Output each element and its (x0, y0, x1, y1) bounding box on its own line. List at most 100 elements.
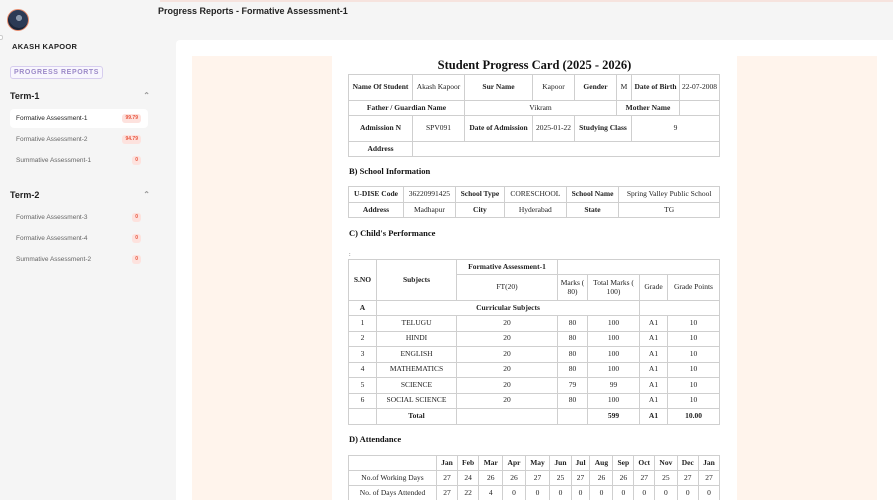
score-badge: 0 (132, 255, 141, 264)
month-header: Jan (436, 455, 458, 471)
cell: 36220991425 (402, 186, 456, 203)
cell: Date of Birth (631, 74, 680, 101)
cell: 6 (348, 392, 377, 409)
cell: 0 (502, 485, 526, 500)
table-row: 4 MATHEMATICS 20 80 100 A1 10 (348, 361, 720, 378)
table-row: 2 HINDI 20 80 100 A1 10 (348, 330, 720, 347)
section-heading: D) Attendance (349, 434, 402, 444)
cell: 27 (633, 470, 656, 486)
cell: 26 (502, 470, 526, 486)
cell: 10 (667, 330, 720, 347)
cell: 26 (478, 470, 504, 486)
cell: A1 (639, 315, 668, 332)
avatar[interactable] (7, 9, 29, 31)
cell: Sur Name (464, 74, 533, 101)
cell: A1 (639, 408, 668, 425)
score-badge: 94.79 (122, 135, 141, 144)
cell: 20 (456, 330, 558, 347)
cell: 27 (570, 470, 591, 486)
month-header: Jul (570, 455, 591, 471)
cell (412, 141, 720, 157)
cell: 0 (549, 485, 572, 500)
nav-label: Formative Assessment-1 (16, 115, 88, 122)
score-badge: 0 (132, 213, 141, 222)
cell: Marks ( 80) (557, 274, 588, 301)
cell: Vikram (464, 100, 617, 116)
month-header: Oct (633, 455, 656, 471)
cell: 80 (557, 315, 588, 332)
month-header: Jun (549, 455, 572, 471)
cell: 0 (676, 485, 700, 500)
sidebar-item-formative-assessment-2[interactable]: Formative Assessment-2 94.79 (10, 130, 148, 149)
cell: 3 (348, 346, 377, 363)
cell: Formative Assessment-1 (456, 259, 558, 275)
month-header: Sep (612, 455, 635, 471)
cell: 100 (587, 330, 640, 347)
cell: 100 (587, 315, 640, 332)
row-label: No.of Working Days (348, 470, 437, 486)
term-label: Term-1 (10, 91, 40, 101)
cell: 2 (348, 330, 377, 347)
nav-label: Formative Assessment-3 (16, 214, 88, 221)
cell: 20 (456, 346, 558, 363)
cell: A (348, 300, 377, 316)
sidebar-item-formative-assessment-3[interactable]: Formative Assessment-3 0 (10, 208, 148, 227)
cell: 26 (589, 470, 614, 486)
top-border (0, 0, 893, 2)
chevron-up-icon[interactable]: ⌃ (143, 190, 150, 199)
sidebar-collapse-handle[interactable] (0, 35, 3, 40)
month-header: May (524, 455, 551, 471)
row-label: No. of Days Attended (348, 485, 437, 500)
cell: SPV091 (412, 115, 465, 142)
cell: Name Of Student (348, 74, 413, 101)
cell: S.NO (348, 259, 377, 301)
cell: A1 (639, 361, 668, 378)
cell (639, 300, 720, 316)
sidebar-item-formative-assessment-1[interactable]: Formative Assessment-1 99.79 (10, 109, 148, 128)
score-badge: 99.79 (122, 114, 141, 123)
term-2-header[interactable]: Term-2 ⌃ (10, 190, 150, 200)
student-info-table: Name Of Student Akash Kapoor Sur Name Ka… (348, 74, 720, 157)
cell: A1 (639, 392, 668, 409)
sidebar-item-formative-assessment-4[interactable]: Formative Assessment-4 0 (10, 229, 148, 248)
cell: 10.00 (667, 408, 720, 425)
cell: A1 (639, 330, 668, 347)
cell: 100 (587, 361, 640, 378)
total-row: Total 599 A1 10.00 (348, 408, 720, 425)
cell: 4 (478, 485, 504, 500)
cell: 27 (676, 470, 700, 486)
cell: 0 (570, 485, 591, 500)
cell (557, 259, 720, 275)
cell: 10 (667, 315, 720, 332)
section-heading: C) Child's Performance (349, 228, 436, 238)
cell: Kapoor (532, 74, 575, 101)
cell: City (454, 202, 505, 218)
cell: 79 (557, 377, 588, 394)
user-name: AKASH KAPOOR (12, 42, 78, 51)
month-header: Jan (698, 455, 720, 471)
cell: Hyderabad (503, 202, 567, 218)
cell: 0 (612, 485, 635, 500)
cell: 599 (587, 408, 640, 425)
cell: 20 (456, 361, 558, 378)
table-row: No. of Days Attended 27 22 4 0 0 0 0 0 0… (348, 485, 720, 500)
term-1-header[interactable]: Term-1 ⌃ (10, 91, 150, 101)
cell: M (616, 74, 632, 101)
cell: 22-07-2008 (679, 74, 720, 101)
sidebar-item-summative-assessment-1[interactable]: Summative Assessment-1 0 (10, 151, 148, 170)
cell: Spring Valley Public School (618, 186, 720, 203)
cell: SOCIAL SCIENCE (376, 392, 457, 409)
cell: HINDI (376, 330, 457, 347)
sidebar: AKASH KAPOOR PROGRESS REPORTS Term-1 ⌃ F… (0, 0, 160, 500)
cell: Grade Points (667, 274, 720, 301)
performance-table: S.NO Subjects Formative Assessment-1 FT(… (348, 259, 720, 425)
cell: Subjects (376, 259, 457, 301)
cell (557, 408, 588, 425)
sidebar-item-summative-assessment-2[interactable]: Summative Assessment-2 0 (10, 250, 148, 269)
chevron-up-icon[interactable]: ⌃ (143, 91, 150, 100)
cell: Father / Guardian Name (348, 100, 465, 116)
cell: Date of Admission (464, 115, 533, 142)
cell: 0 (654, 485, 678, 500)
table-row: No.of Working Days 27 24 26 26 27 25 27 … (348, 470, 720, 486)
month-header: Mar (478, 455, 504, 471)
